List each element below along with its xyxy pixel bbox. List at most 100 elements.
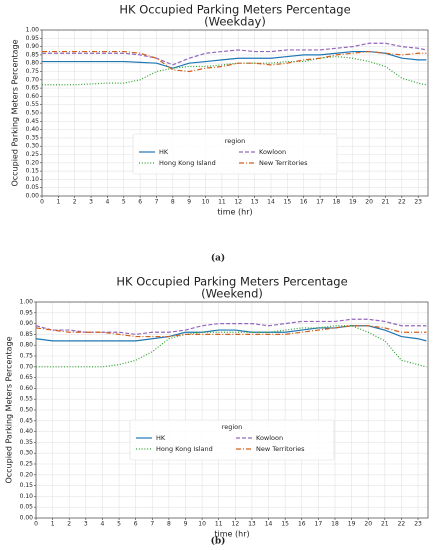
- y-tick-label: 0.40: [26, 126, 40, 133]
- y-tick-label: 0.25: [26, 151, 40, 158]
- y-tick-label: 0.80: [26, 60, 40, 67]
- y-tick-label: 0.65: [26, 85, 40, 92]
- x-tick-label: 18: [333, 199, 341, 206]
- x-tick-label: 15: [281, 521, 289, 528]
- x-axis-label: time (hr): [217, 208, 252, 217]
- legend-title: region: [225, 137, 246, 145]
- y-tick-label: 0.50: [26, 110, 40, 117]
- x-tick-label: 7: [155, 199, 159, 206]
- y-tick-label: 0.20: [20, 471, 34, 478]
- y-tick-label: 0.60: [20, 385, 34, 392]
- plot-frame: [41, 29, 429, 197]
- x-tick-label: 15: [284, 199, 292, 206]
- series-line: [42, 50, 427, 69]
- chart-subtitle: (Weekday): [204, 15, 266, 29]
- y-axis-label: Occupied Parking Meters Percentage: [5, 336, 14, 483]
- x-tick-label: 1: [51, 521, 55, 528]
- legend-label: Hong Kong Island: [159, 159, 216, 167]
- x-tick-label: 14: [265, 521, 273, 528]
- y-tick-label: 0.35: [26, 134, 40, 141]
- series-line: [42, 42, 427, 66]
- x-tick-label: 19: [348, 521, 356, 528]
- x-tick-label: 22: [398, 199, 406, 206]
- x-tick-label: 7: [150, 521, 154, 528]
- x-tick-label: 9: [187, 199, 191, 206]
- series-line: [42, 55, 427, 86]
- x-tick-label: 21: [381, 521, 389, 528]
- y-tick-label: 0.45: [26, 118, 40, 125]
- x-tick-label: 23: [414, 521, 422, 528]
- legend-label: Hong Kong Island: [156, 445, 213, 453]
- x-tick-label: 11: [215, 521, 223, 528]
- y-tick-label: 0.45: [20, 417, 34, 424]
- x-tick-label: 4: [106, 199, 110, 206]
- y-tick-label: 0.00: [20, 515, 34, 522]
- y-tick-label: 1.00: [26, 27, 40, 34]
- x-tick-label: 22: [398, 521, 406, 528]
- x-tick-label: 3: [89, 199, 93, 206]
- legend-label: Kowloon: [259, 148, 286, 156]
- y-tick-label: 0.65: [20, 374, 34, 381]
- legend-label: New Territories: [259, 159, 308, 167]
- y-tick-label: 0.35: [20, 439, 34, 446]
- y-tick-label: 0.00: [26, 193, 40, 200]
- y-tick-label: 0.55: [26, 101, 40, 108]
- y-tick-label: 0.40: [20, 428, 34, 435]
- x-tick-label: 4: [101, 521, 105, 528]
- x-axis-label: time (hr): [214, 530, 249, 539]
- x-tick-label: 18: [331, 521, 339, 528]
- legend-title: region: [222, 423, 243, 431]
- x-tick-label: 0: [40, 199, 44, 206]
- x-tick-label: 11: [218, 199, 226, 206]
- caption: (b): [211, 536, 226, 547]
- x-tick-label: 3: [84, 521, 88, 528]
- x-tick-label: 20: [364, 521, 372, 528]
- y-axis-label: Occupied Parking Meters Percentage: [11, 39, 20, 186]
- plot-frame: [35, 301, 429, 519]
- x-tick-label: 5: [122, 199, 126, 206]
- x-tick-label: 8: [167, 521, 171, 528]
- x-tick-label: 17: [316, 199, 324, 206]
- y-tick-label: 0.95: [26, 35, 40, 42]
- chart-title: HK Occupied Parking Meters Percentage: [116, 275, 347, 289]
- chart-title: HK Occupied Parking Meters Percentage: [119, 3, 350, 17]
- x-tick-label: 17: [315, 521, 323, 528]
- series-line: [35, 325, 427, 338]
- series-line: [35, 325, 427, 342]
- y-tick-label: 0.90: [20, 320, 34, 327]
- y-tick-label: 0.20: [26, 159, 40, 166]
- legend-label: HK: [156, 434, 166, 442]
- legend-box: [129, 419, 335, 461]
- x-tick-label: 12: [234, 199, 242, 206]
- y-tick-label: 0.50: [20, 407, 34, 414]
- x-tick-label: 16: [300, 199, 308, 206]
- x-tick-label: 16: [298, 521, 306, 528]
- x-tick-label: 23: [414, 199, 422, 206]
- y-tick-label: 0.60: [26, 93, 40, 100]
- x-tick-label: 5: [117, 521, 121, 528]
- y-tick-label: 0.95: [20, 309, 34, 316]
- x-tick-label: 21: [382, 199, 390, 206]
- x-tick-label: 1: [56, 199, 60, 206]
- caption: (a): [211, 253, 225, 264]
- x-tick-label: 14: [267, 199, 275, 206]
- y-tick-label: 0.10: [26, 176, 40, 183]
- y-tick-label: 0.85: [20, 331, 34, 338]
- y-tick-label: 0.15: [26, 168, 40, 175]
- legend-box: [132, 133, 338, 175]
- x-tick-label: 10: [198, 521, 206, 528]
- y-tick-label: 0.70: [26, 76, 40, 83]
- y-tick-label: 0.80: [20, 342, 34, 349]
- y-tick-label: 0.75: [20, 353, 34, 360]
- legend-label: Kowloon: [256, 434, 283, 442]
- y-tick-label: 0.15: [20, 482, 34, 489]
- x-tick-label: 13: [248, 521, 256, 528]
- y-tick-label: 0.90: [26, 43, 40, 50]
- legend-label: New Territories: [256, 445, 305, 453]
- x-tick-label: 19: [349, 199, 357, 206]
- y-tick-label: 0.10: [20, 493, 34, 500]
- x-tick-label: 10: [202, 199, 210, 206]
- x-tick-label: 6: [138, 199, 142, 206]
- y-tick-label: 0.30: [26, 143, 40, 150]
